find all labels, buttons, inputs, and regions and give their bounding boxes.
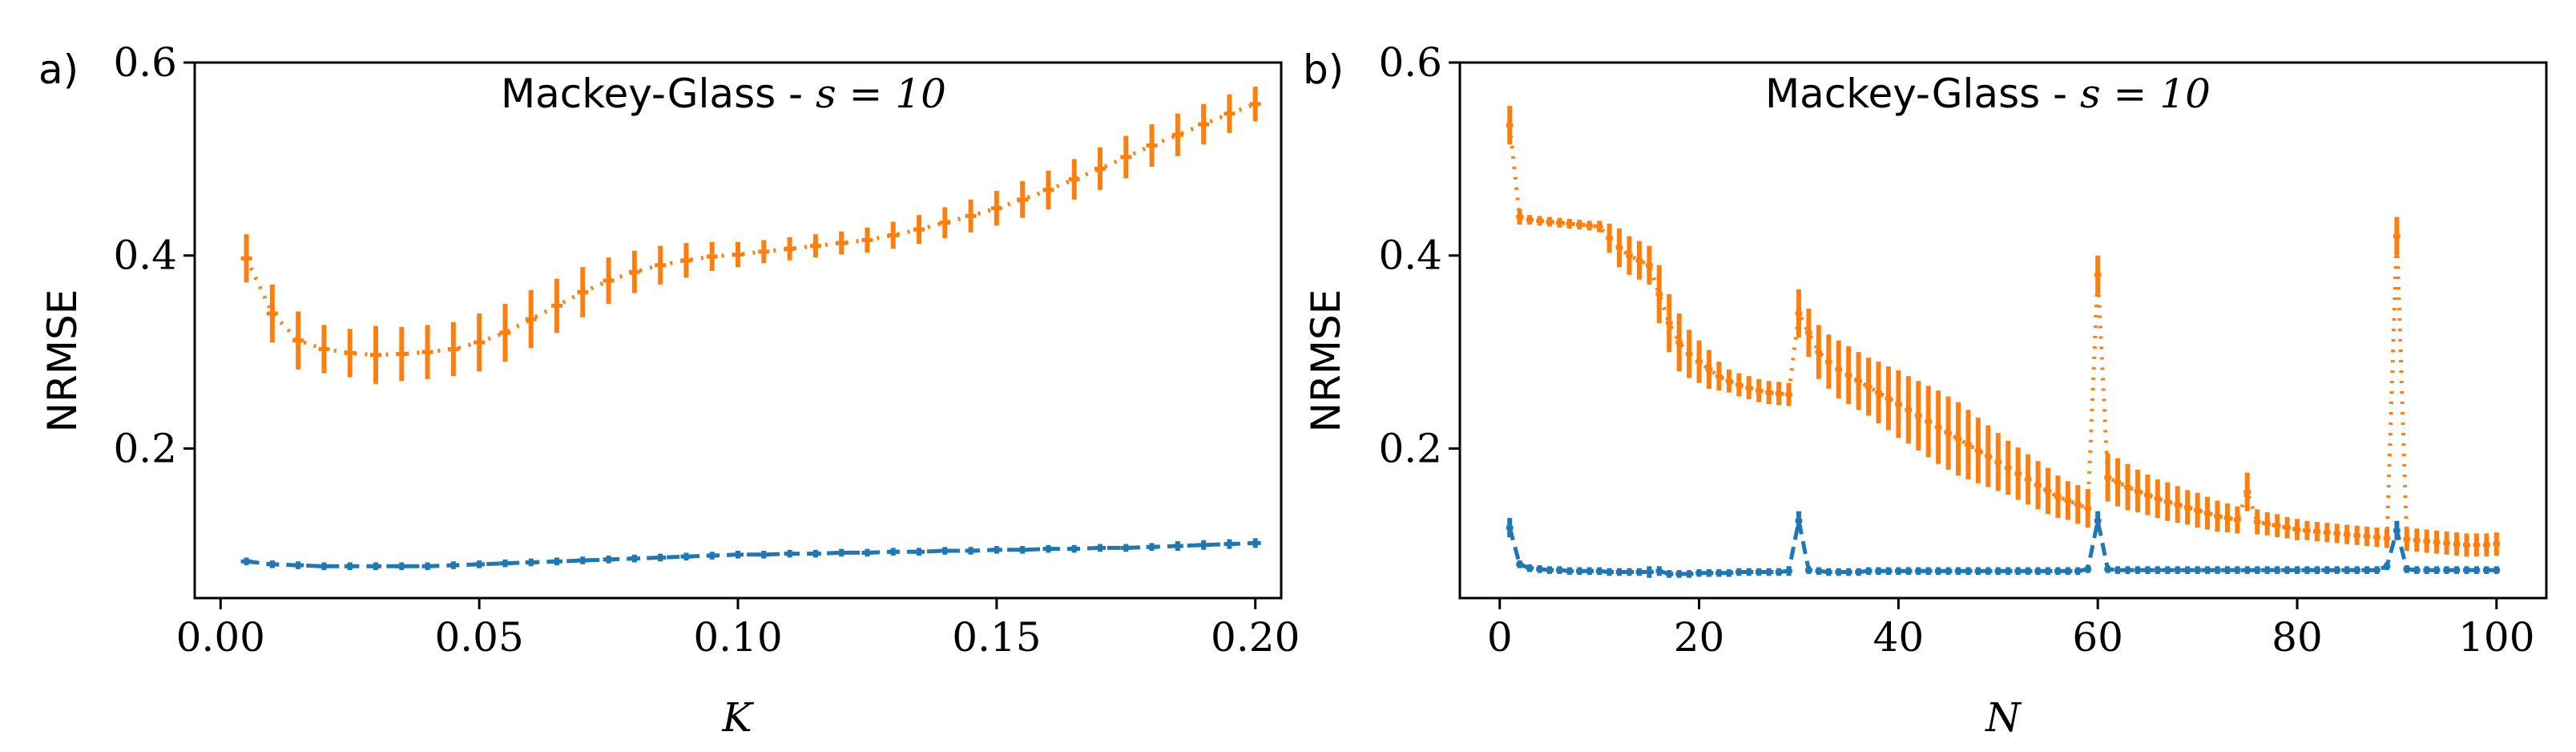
series-blue bbox=[240, 538, 1261, 571]
chart-title: Mackey-Glass - s = 10 bbox=[501, 71, 946, 117]
chart-title: Mackey-Glass - s = 10 bbox=[1765, 71, 2211, 117]
x-tick-label: 0.20 bbox=[1211, 614, 1300, 661]
x-tick-label: 0.10 bbox=[693, 614, 782, 661]
x-tick-label: 20 bbox=[1674, 614, 1725, 661]
series-line bbox=[1507, 124, 2497, 548]
x-tick-label: 0.05 bbox=[434, 614, 523, 661]
plot-frame bbox=[193, 61, 1283, 600]
panel-label: a) bbox=[38, 46, 79, 93]
x-tick-label: 40 bbox=[1873, 614, 1925, 661]
axis-ticks: 0.00 0.05 0.10 0.15 0.20 0.2 0.4 0.6 bbox=[113, 39, 1300, 661]
panel-b: b) Mackey-Glass - s = 10 N NRMSE 0 20 40 60… bbox=[1303, 39, 2548, 741]
panel-label: b) bbox=[1303, 46, 1344, 93]
series-orange bbox=[240, 87, 1261, 384]
y-tick-label: 0.2 bbox=[1378, 425, 1442, 471]
x-tick-label: 100 bbox=[2458, 614, 2534, 661]
y-tick-label: 0.6 bbox=[1378, 39, 1442, 86]
x-tick-label: 0.15 bbox=[952, 614, 1041, 661]
x-tick-label: 80 bbox=[2272, 614, 2323, 661]
x-axis-label: K bbox=[721, 694, 754, 741]
series-line bbox=[246, 540, 1256, 568]
panel-a: a) Mackey-Glass - s = 10 K NRMSE 0.00 0.0… bbox=[38, 39, 1300, 741]
series-line bbox=[1507, 520, 2497, 576]
series-group bbox=[1506, 106, 2501, 578]
y-tick-label: 0.6 bbox=[113, 39, 177, 86]
y-axis-label: NRMSE bbox=[1303, 289, 1349, 433]
series-line bbox=[244, 102, 1256, 358]
x-tick-label: 0.00 bbox=[176, 614, 265, 661]
y-tick-label: 0.2 bbox=[113, 425, 177, 471]
series-blue bbox=[1506, 511, 2501, 578]
axis-ticks: 0 20 40 60 80 100 0.2 0.4 0.6 bbox=[1378, 39, 2534, 661]
series-group bbox=[240, 87, 1261, 571]
series-orange bbox=[1506, 106, 2501, 557]
x-axis-label: N bbox=[1985, 694, 2022, 741]
y-tick-label: 0.4 bbox=[113, 232, 177, 279]
x-tick-label: 60 bbox=[2072, 614, 2123, 661]
plot-frame bbox=[1458, 61, 2548, 600]
x-tick-label: 0 bbox=[1487, 614, 1513, 661]
y-tick-label: 0.4 bbox=[1378, 232, 1442, 279]
y-axis-label: NRMSE bbox=[39, 289, 86, 433]
